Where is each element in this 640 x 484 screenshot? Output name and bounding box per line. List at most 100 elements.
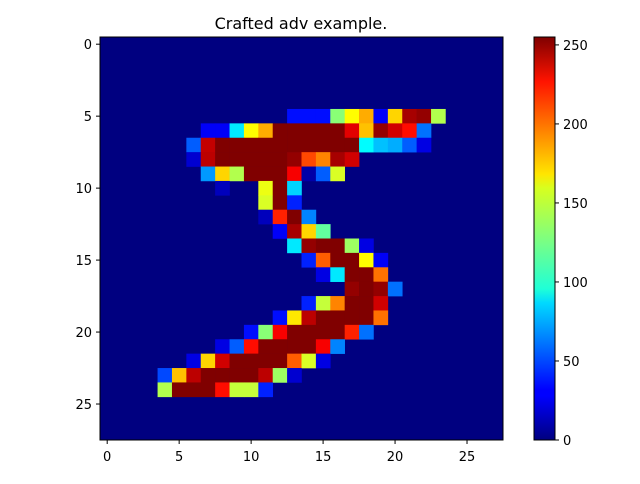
- heatmap-cell: [301, 152, 317, 167]
- x-tick-label: 25: [459, 450, 476, 465]
- heatmap-cell: [243, 324, 259, 340]
- heatmap-cell: [287, 224, 302, 239]
- plot-frame: [99, 36, 504, 441]
- heatmap-cell: [287, 195, 302, 211]
- heatmap-cell: [330, 310, 345, 326]
- y-tick-label: 25: [75, 398, 92, 413]
- heatmap-cell: [373, 281, 389, 297]
- heatmap-cell: [258, 166, 274, 182]
- heatmap-cell: [287, 368, 302, 383]
- heatmap-cell: [171, 368, 187, 383]
- heatmap-cell: [344, 152, 360, 167]
- x-tick-label: 0: [103, 450, 111, 465]
- heatmap-cell: [315, 252, 331, 268]
- heatmap-cell: [301, 353, 317, 369]
- heatmap-cell: [157, 368, 173, 383]
- heatmap-cell: [243, 382, 259, 398]
- heatmap-cell: [315, 108, 331, 124]
- y-axis: 0 5 10 15 20 25: [75, 38, 100, 413]
- colorbar-tick-label: 200: [563, 118, 588, 133]
- heatmap-cell: [186, 137, 202, 153]
- heatmap-cell: [359, 296, 374, 311]
- heatmap-cell: [243, 166, 259, 182]
- y-tick-label: 0: [84, 38, 92, 53]
- heatmap-cell: [272, 195, 288, 211]
- heatmap-cell: [258, 339, 274, 354]
- heatmap-cell: [200, 353, 216, 369]
- heatmap-cell: [258, 180, 274, 196]
- heatmap-cell: [359, 137, 374, 153]
- heatmap-cell: [258, 195, 274, 211]
- heatmap-cell: [258, 368, 274, 383]
- heatmap-cell: [243, 339, 259, 354]
- heatmap-cell: [243, 353, 259, 369]
- heatmap-cell: [344, 267, 360, 282]
- heatmap-cell: [186, 382, 202, 398]
- heatmap-cell: [344, 296, 360, 311]
- heatmap-cell: [330, 296, 345, 311]
- heatmap-cell: [387, 108, 403, 124]
- chart-title: Crafted adv example.: [215, 14, 388, 33]
- heatmap-cell: [215, 368, 230, 383]
- heatmap-cell: [431, 108, 446, 124]
- x-tick-label: 5: [175, 450, 183, 465]
- heatmap-cell: [301, 224, 317, 239]
- heatmap-cell: [330, 152, 345, 167]
- heatmap-cell: [272, 180, 288, 196]
- heatmap-cell: [416, 108, 432, 124]
- y-tick-label: 5: [84, 110, 92, 125]
- heatmap-cell: [258, 353, 274, 369]
- colorbar-tick-label: 0: [563, 434, 571, 449]
- heatmap-cell: [359, 238, 374, 254]
- heatmap-cell: [200, 123, 216, 139]
- heatmap-cell: [258, 382, 274, 398]
- heatmap-cell: [287, 310, 302, 326]
- heatmap-cell: [416, 137, 432, 153]
- heatmap-cell: [272, 310, 288, 326]
- heatmap-cell: [359, 252, 374, 268]
- heatmap-cell: [315, 339, 331, 354]
- heatmap-cell: [315, 238, 331, 254]
- y-tick-label: 20: [75, 326, 92, 341]
- heatmap-cell: [373, 296, 389, 311]
- heatmap-cell: [315, 353, 331, 369]
- heatmap-cell: [287, 339, 302, 354]
- heatmap-cell: [330, 238, 345, 254]
- heatmap-cell: [330, 252, 345, 268]
- heatmap-cell: [186, 353, 202, 369]
- heatmap-cell: [301, 137, 317, 153]
- colorbar-tick-label: 150: [563, 197, 588, 212]
- heatmap-cell: [200, 368, 216, 383]
- heatmap-cell: [287, 353, 302, 369]
- heatmap-cell: [301, 238, 317, 254]
- heatmap-cell: [330, 137, 345, 153]
- heatmap-cell: [315, 267, 331, 282]
- heatmap-cell: [200, 152, 216, 167]
- heatmap-cell: [215, 166, 230, 182]
- heatmap-cell: [373, 108, 389, 124]
- colorbar-tick-label: 250: [563, 39, 588, 54]
- heatmap-cell: [258, 152, 274, 167]
- heatmap-cell: [157, 382, 173, 398]
- heatmap-cell: [229, 368, 245, 383]
- heatmap-cell: [287, 123, 302, 139]
- heatmap-cell: [359, 310, 374, 326]
- heatmap-cell: [301, 123, 317, 139]
- heatmap-cell: [229, 382, 245, 398]
- y-tick-label: 10: [75, 182, 92, 197]
- heatmap-cell: [258, 123, 274, 139]
- heatmap-cell: [402, 123, 417, 139]
- heatmap-cell: [330, 324, 345, 340]
- heatmap-cell: [287, 152, 302, 167]
- colorbar-axis: 0 50 100 150 200 250: [555, 39, 588, 449]
- heatmap-cell: [272, 324, 288, 340]
- heatmap-cell: [272, 166, 288, 182]
- heatmap-cell: [344, 238, 360, 254]
- heatmap-cell: [315, 224, 331, 239]
- heatmap-cell: [229, 339, 245, 354]
- heatmap-cell: [272, 137, 288, 153]
- heatmap-cell: [287, 166, 302, 182]
- heatmap-cell: [301, 166, 317, 182]
- x-tick-label: 15: [315, 450, 332, 465]
